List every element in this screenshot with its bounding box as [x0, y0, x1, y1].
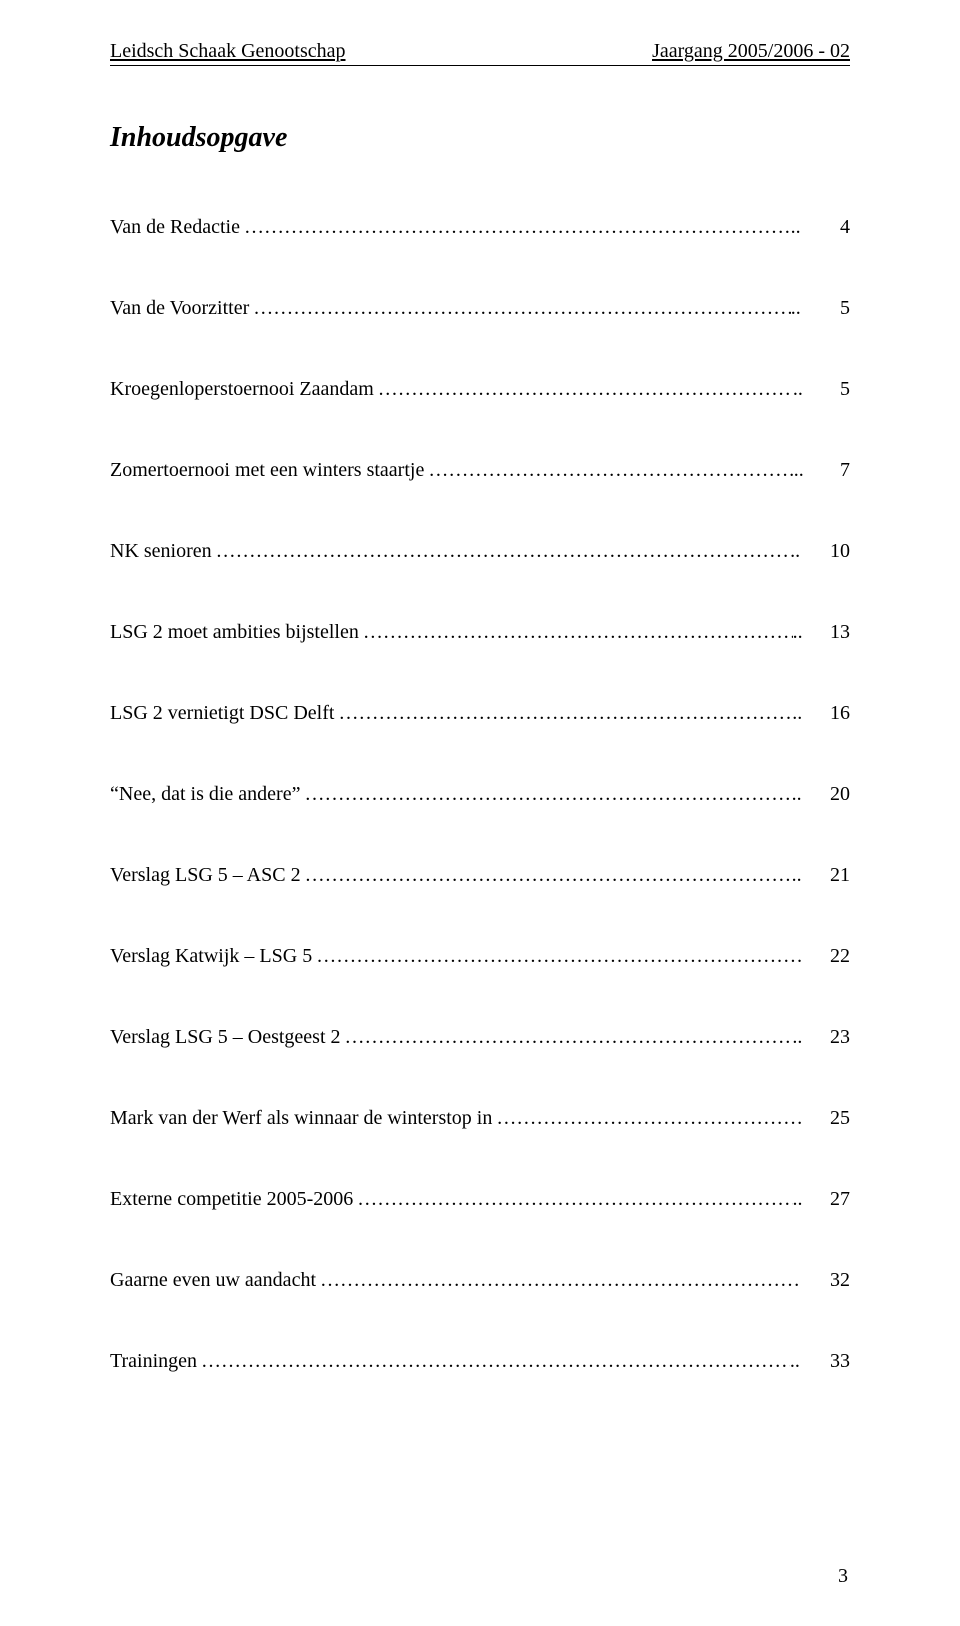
toc-leader-dots [300, 783, 791, 806]
toc-suffix: .. [792, 702, 802, 725]
toc-leader-dots [316, 1269, 802, 1292]
toc-suffix: .. [794, 459, 804, 482]
toc-entry-label: Externe competitie 2005-2006 [110, 1188, 353, 1211]
toc-entry-page: 7 [810, 459, 850, 482]
toc-row: Gaarne even uw aandacht 32 [110, 1269, 850, 1292]
toc-entry-label: Van de Voorzitter [110, 297, 249, 320]
toc-row: Kroegenloperstoernooi Zaandam.. 5 [110, 378, 850, 401]
toc-leader-dots [301, 864, 792, 887]
toc-entry-page: 22 [810, 945, 850, 968]
toc-entry-label: LSG 2 moet ambities bijstellen [110, 621, 359, 644]
header-right: Jaargang 2005/2006 - 02 [652, 40, 850, 63]
toc-entry-label: “Nee, dat is die andere” [110, 783, 300, 806]
toc-row: Verslag Katwijk – LSG 5 22 [110, 945, 850, 968]
toc-entry-label: NK senioren [110, 540, 212, 563]
toc-suffix: .. [792, 1026, 802, 1049]
toc-entry-label: Gaarne even uw aandacht [110, 1269, 316, 1292]
toc-leader-dots [424, 459, 793, 482]
toc-leader-dots [374, 378, 793, 401]
document-page: Leidsch Schaak Genootschap Jaargang 2005… [0, 0, 960, 1626]
toc-entry-label: Van de Redactie [110, 216, 240, 239]
toc-row: “Nee, dat is die andere”.. 20 [110, 783, 850, 806]
toc-suffix: .. [791, 297, 801, 320]
toc-row: Mark van der Werf als winnaar de winters… [110, 1107, 850, 1130]
toc-suffix: .. [792, 864, 802, 887]
toc-entry-label: Trainingen [110, 1350, 197, 1373]
toc-row: Van de Voorzitter.. 5 [110, 297, 850, 320]
toc-leader-dots [212, 540, 790, 563]
toc-entry-page: 4 [810, 216, 850, 239]
toc-entry-page: 5 [810, 378, 850, 401]
toc-entry-page: 20 [810, 783, 850, 806]
toc-row: LSG 2 moet ambities bijstellen.. 13 [110, 621, 850, 644]
toc-leader-dots [353, 1188, 792, 1211]
toc-leader-dots [359, 621, 793, 644]
toc-suffix: .. [792, 783, 802, 806]
toc-entry-page: 25 [810, 1107, 850, 1130]
toc-suffix: .. [793, 378, 803, 401]
toc-row: Zomertoernooi met een winters staartje..… [110, 459, 850, 482]
toc-row: Externe competitie 2005-2006.. 27 [110, 1188, 850, 1211]
page-title: Inhoudsopgave [110, 122, 850, 154]
toc-entry-page: 10 [810, 540, 850, 563]
running-header: Leidsch Schaak Genootschap Jaargang 2005… [110, 40, 850, 66]
header-left: Leidsch Schaak Genootschap [110, 40, 345, 63]
toc-entry-page: 32 [810, 1269, 850, 1292]
toc-suffix: .. [790, 540, 800, 563]
toc-entry-page: 21 [810, 864, 850, 887]
toc-suffix: .. [793, 621, 803, 644]
toc-entry-label: Kroegenloperstoernooi Zaandam [110, 378, 374, 401]
toc-row: Verslag LSG 5 – Oestgeest 2.. 23 [110, 1026, 850, 1049]
toc-row: Verslag LSG 5 – ASC 2.. 21 [110, 864, 850, 887]
page-number: 3 [838, 1565, 848, 1588]
toc-entry-label: Verslag LSG 5 – ASC 2 [110, 864, 301, 887]
toc-entry-page: 23 [810, 1026, 850, 1049]
toc-leader-dots [312, 945, 801, 968]
toc-leader-dots [240, 216, 791, 239]
toc-leader-dots [341, 1026, 793, 1049]
toc-entry-page: 27 [810, 1188, 850, 1211]
toc-row: Van de Redactie.. 4 [110, 216, 850, 239]
toc-entry-label: Verslag LSG 5 – Oestgeest 2 [110, 1026, 341, 1049]
toc-entry-page: 33 [810, 1350, 850, 1373]
toc-suffix: .. [791, 216, 801, 239]
toc-suffix: .. [793, 1188, 803, 1211]
toc-entry-label: LSG 2 vernietigt DSC Delft [110, 702, 334, 725]
toc-row: Trainingen.. 33 [110, 1350, 850, 1373]
toc-leader-dots [334, 702, 792, 725]
toc-leader-dots [492, 1107, 804, 1130]
toc-leader-dots [249, 297, 791, 320]
toc-entry-label: Verslag Katwijk – LSG 5 [110, 945, 312, 968]
toc-entry-page: 13 [810, 621, 850, 644]
toc-leader-dots [197, 1350, 790, 1373]
toc-entry-page: 5 [810, 297, 850, 320]
toc-entry-label: Mark van der Werf als winnaar de winters… [110, 1107, 492, 1130]
toc-row: LSG 2 vernietigt DSC Delft.. 16 [110, 702, 850, 725]
toc-row: NK senioren.. 10 [110, 540, 850, 563]
toc-entry-page: 16 [810, 702, 850, 725]
toc-suffix: .. [790, 1350, 800, 1373]
toc-entry-label: Zomertoernooi met een winters staartje [110, 459, 424, 482]
table-of-contents: Van de Redactie..4Van de Voorzitter..5Kr… [110, 216, 850, 1373]
